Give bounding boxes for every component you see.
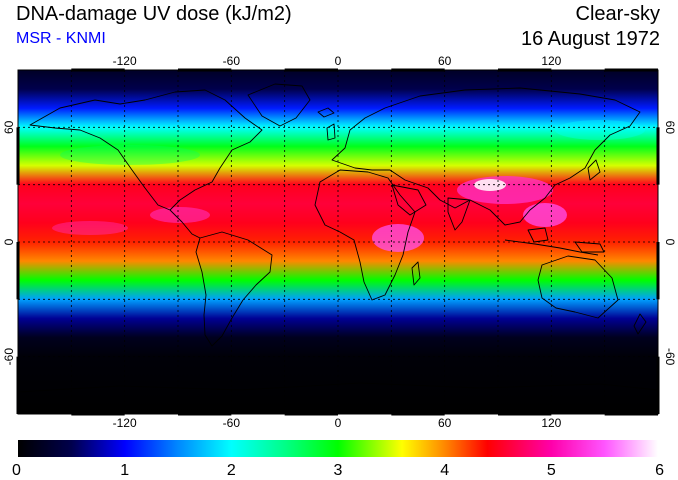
coastlines: [18, 83, 658, 393]
colorbar-label: 4: [440, 462, 449, 479]
coast-new-guinea: [574, 241, 605, 253]
coast-australia: [537, 255, 619, 319]
frame-bar-bottom: [71, 412, 125, 416]
map-title: DNA-damage UV dose (kJ/m2): [16, 3, 292, 25]
coast-new-zealand: [633, 313, 647, 335]
frame-bar-top: [498, 68, 552, 72]
frame-bar-left: [16, 127, 20, 185]
lon-label-bottom: -120: [113, 416, 137, 430]
coast-north-america: [29, 89, 263, 211]
frame-bar-bottom: [391, 412, 445, 416]
lat-label-left: -60: [2, 348, 16, 366]
lon-label-bottom: 120: [541, 416, 561, 430]
coast-madagascar: [411, 261, 421, 286]
frame-bar-bottom: [284, 412, 338, 416]
coast-greenland: [247, 83, 311, 127]
frame-bar-top: [284, 68, 338, 72]
frame-bar-bottom: [498, 412, 552, 416]
coast-arabia: [391, 184, 427, 216]
coast-india: [447, 197, 471, 231]
frame-bar-left: [16, 356, 20, 414]
frame-bar-top: [391, 68, 445, 72]
frame-bar-top: [604, 68, 658, 72]
coast-eurasia: [331, 87, 641, 226]
colorbar-label: 2: [227, 462, 236, 479]
frame-bar-left: [16, 242, 20, 300]
coast-indonesia: [504, 239, 599, 256]
lon-label-top: 0: [335, 54, 342, 68]
frame-bar-top: [71, 68, 125, 72]
source-label: MSR - KNMI: [16, 30, 106, 47]
lon-label-bottom: 60: [438, 416, 452, 430]
frame-bar-bottom: [178, 412, 232, 416]
frame-bar-top: [178, 68, 232, 72]
uv-dose-map: -120 -120 -60 -60 0 0 60 60 120 120 60 60 0 0 -60 -60: [2, 54, 677, 430]
date-label: 16 August 1972: [520, 28, 660, 50]
lon-label-bottom: -60: [223, 416, 241, 430]
coast-africa: [314, 169, 416, 301]
colorbar-label: 5: [547, 462, 556, 479]
lat-label-right: 60: [663, 121, 677, 135]
coast-japan: [587, 159, 601, 181]
coast-borneo: [527, 227, 549, 243]
lon-label-top: -120: [113, 54, 137, 68]
sky-condition-label: Clear-sky: [575, 3, 660, 25]
frame-bar-right: [656, 127, 660, 185]
coast-south-america: [195, 231, 273, 347]
colorbar-label: 6: [655, 462, 664, 479]
lon-label-top: -60: [223, 54, 241, 68]
coast-iceland: [317, 107, 335, 118]
lon-label-bottom: 0: [335, 416, 342, 430]
lon-label-top: 120: [541, 54, 561, 68]
colorbar-label: 0: [12, 462, 21, 479]
coast-britain: [326, 123, 336, 141]
colorbar-gradient: [18, 440, 658, 457]
lat-label-right: 0: [663, 239, 677, 246]
frame-bar-bottom: [604, 412, 658, 416]
frame-bar-right: [656, 242, 660, 300]
colorbar-label: 1: [120, 462, 129, 479]
lat-label-left: 0: [2, 238, 16, 245]
coast-antarctica: [18, 382, 658, 393]
lat-label-right: -60: [663, 348, 677, 366]
graticule: [18, 70, 658, 414]
colorbar-tick-labels: 0 1 2 3 4 5 6: [12, 462, 664, 479]
frame-bar-right: [656, 356, 660, 414]
coast-central-america: [169, 209, 201, 239]
colorbar-label: 3: [334, 462, 343, 479]
map-frame: [16, 68, 660, 416]
lon-label-top: 60: [438, 54, 452, 68]
lat-label-left: 60: [2, 120, 16, 134]
map-tick-labels: -120 -120 -60 -60 0 0 60 60 120 120 60 60 0 0 -60 -60: [2, 54, 677, 430]
